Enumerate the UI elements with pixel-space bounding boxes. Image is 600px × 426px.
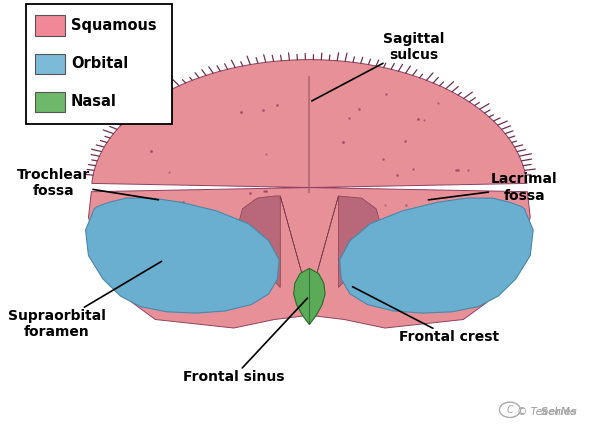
Text: Sagittal
sulcus: Sagittal sulcus	[312, 32, 445, 101]
Text: Supraorbital
foramen: Supraorbital foramen	[8, 261, 161, 339]
Polygon shape	[238, 196, 380, 300]
FancyBboxPatch shape	[26, 4, 172, 124]
FancyBboxPatch shape	[35, 15, 65, 36]
Text: Series: Series	[508, 408, 577, 417]
Text: Frontal sinus: Frontal sinus	[183, 298, 307, 384]
Text: Trochlear
fossa: Trochlear fossa	[17, 168, 158, 200]
Polygon shape	[340, 198, 533, 313]
Text: © TeachMe: © TeachMe	[517, 408, 577, 417]
FancyBboxPatch shape	[35, 92, 65, 112]
Polygon shape	[86, 198, 279, 313]
Polygon shape	[293, 268, 325, 325]
Text: Lacrimal
fossa: Lacrimal fossa	[428, 173, 558, 202]
Polygon shape	[88, 60, 530, 328]
Text: Squamous: Squamous	[71, 17, 157, 33]
Text: Orbital: Orbital	[71, 56, 128, 71]
FancyBboxPatch shape	[35, 54, 65, 74]
Text: Frontal crest: Frontal crest	[353, 287, 499, 343]
Text: Nasal: Nasal	[71, 94, 117, 109]
Text: C: C	[506, 405, 513, 415]
